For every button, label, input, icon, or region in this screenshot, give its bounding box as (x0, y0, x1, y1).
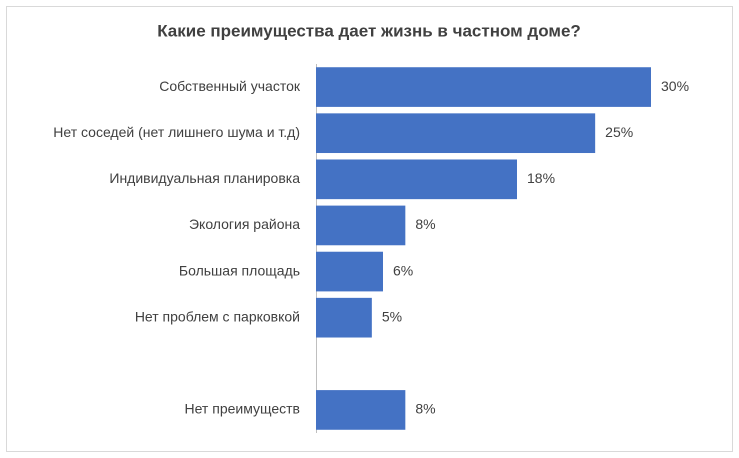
category-label: Индивидуальная планировка (109, 170, 300, 186)
category-label: Нет проблем с парковкой (135, 308, 300, 324)
data-label: 18% (527, 170, 555, 186)
chart-title: Какие преимущества дает жизнь в частном … (157, 21, 581, 40)
bar (316, 159, 517, 200)
category-label: Экология района (189, 216, 300, 232)
category-label: Собственный участок (159, 78, 301, 94)
bar (316, 297, 372, 338)
category-label: Большая площадь (179, 262, 300, 278)
data-label: 8% (415, 401, 435, 417)
data-label: 25% (605, 124, 633, 140)
category-label: Нет соседей (нет лишнего шума и т.д) (53, 124, 300, 140)
data-label: 8% (415, 216, 435, 232)
data-label: 5% (382, 308, 402, 324)
bar (316, 113, 596, 154)
data-label: 30% (661, 78, 689, 94)
bar (316, 67, 651, 107)
bar (316, 390, 406, 430)
data-label: 6% (393, 262, 413, 278)
bar (316, 251, 383, 292)
category-label: Нет преимуществ (185, 401, 301, 417)
bar (316, 205, 406, 246)
